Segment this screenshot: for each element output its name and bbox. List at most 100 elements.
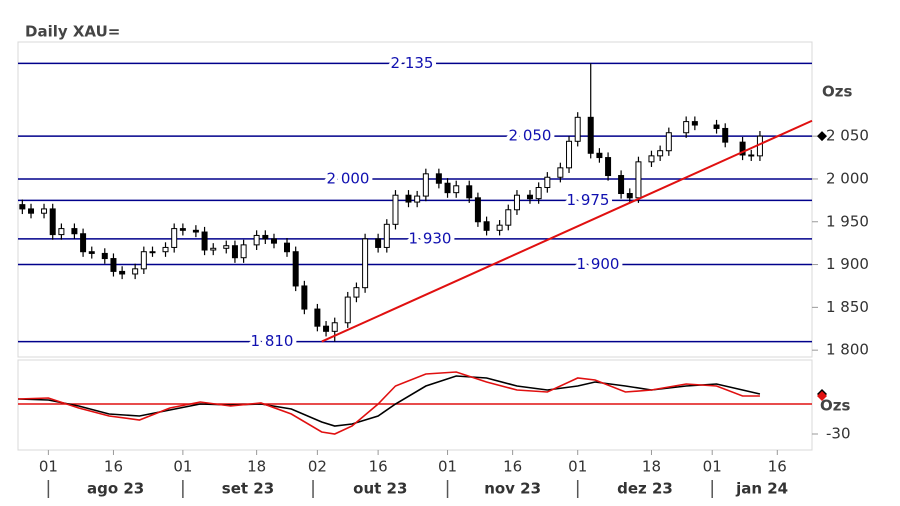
candle-body [657, 150, 664, 157]
candle-body [119, 270, 126, 275]
x-tick-label: 01 [438, 458, 457, 476]
month-label: nov 23 [484, 480, 541, 498]
candle-body [557, 167, 564, 178]
candle-body [223, 245, 230, 249]
level-label: 1 810 [251, 332, 294, 350]
candle-body [722, 127, 729, 143]
candle-body [392, 194, 399, 225]
candle-body [587, 116, 594, 154]
candle-body [58, 228, 65, 236]
candle-body [596, 152, 603, 159]
candle-body [101, 252, 108, 260]
candle-body [496, 224, 503, 231]
candle-body [262, 234, 269, 240]
candle-body [683, 121, 690, 134]
candle-body [253, 234, 260, 246]
candle-body [466, 185, 473, 199]
candle-body [566, 140, 573, 169]
y-tick-label: 1 800 [826, 341, 869, 359]
level-label: 1 900 [577, 255, 620, 273]
candle-body [41, 208, 48, 214]
candle-body [231, 245, 238, 259]
x-tick-label: 16 [768, 458, 787, 476]
candle-body [110, 258, 117, 272]
candle-body [483, 221, 490, 231]
candle-body [353, 287, 360, 298]
candle-body [292, 251, 299, 287]
candle-body [171, 228, 178, 248]
level-label: 1 930 [409, 229, 452, 247]
indicator-panel [17, 359, 813, 451]
candle-body [270, 238, 277, 244]
candle-body [210, 247, 217, 251]
x-tick-label: 16 [104, 458, 123, 476]
month-label: jan 24 [735, 480, 788, 498]
candle-body [314, 308, 321, 327]
x-tick-label: 01 [568, 458, 587, 476]
candle-body [344, 296, 351, 324]
candle-body [505, 209, 512, 226]
y-tick-label: 1 950 [826, 212, 869, 230]
indicator-line [17, 371, 760, 435]
candle-body [635, 161, 642, 199]
trendline [321, 119, 813, 343]
candle-body [435, 173, 442, 184]
y-tick-label: -30 [826, 425, 851, 443]
x-tick-label: 01 [39, 458, 58, 476]
candle-body [526, 194, 533, 200]
y-axis-label: Ozs [822, 83, 852, 101]
candle-body [323, 325, 330, 332]
x-tick-label: 02 [308, 458, 327, 476]
candle-body [648, 155, 655, 163]
candle-body [405, 194, 412, 203]
candle-body [179, 228, 186, 231]
x-tick-label: 16 [503, 458, 522, 476]
candle-body [192, 229, 199, 233]
candle-body [240, 244, 247, 259]
month-label: set 23 [222, 480, 274, 498]
month-label: out 23 [353, 480, 407, 498]
chart-title: Daily XAU= [25, 23, 120, 41]
level-label: 1 975 [567, 191, 610, 209]
candle-body [544, 176, 551, 189]
level-label: 2 135 [391, 54, 434, 72]
last-price-marker [817, 131, 827, 142]
price-panel [17, 41, 813, 358]
candle-body [132, 268, 139, 275]
candle-body [713, 124, 720, 129]
candle-body [284, 242, 291, 253]
candle-body [80, 233, 87, 253]
candle-body [375, 238, 382, 248]
candle-body [331, 322, 338, 332]
candle-body [383, 223, 390, 248]
x-tick-label: 01 [703, 458, 722, 476]
y-tick-label: 1 850 [826, 298, 869, 316]
candle-body [748, 154, 755, 157]
y-tick-label: 2 000 [826, 169, 869, 187]
candle-body [414, 195, 421, 203]
y-tick-label: 2 050 [826, 127, 869, 145]
month-label: dez 23 [617, 480, 673, 498]
candle-body [605, 157, 612, 177]
candle-body [88, 251, 95, 254]
candle-body [140, 251, 147, 270]
candle-body [665, 132, 672, 152]
candle-body [49, 208, 56, 236]
level-label: 2 000 [327, 169, 370, 187]
candle-body [71, 228, 78, 235]
candle-body [444, 182, 451, 194]
candle-body [618, 175, 625, 195]
x-tick-label: 18 [247, 458, 266, 476]
indicator-line [17, 375, 761, 427]
candle-body [422, 173, 429, 197]
month-label: ago 23 [87, 480, 144, 498]
candle-body [201, 231, 208, 251]
candle-body [474, 197, 481, 223]
candle-body [739, 141, 746, 156]
y-axis-label: Ozs [820, 397, 850, 415]
x-tick-label: 16 [369, 458, 388, 476]
candle-body [535, 187, 542, 200]
candle-body [574, 116, 581, 142]
